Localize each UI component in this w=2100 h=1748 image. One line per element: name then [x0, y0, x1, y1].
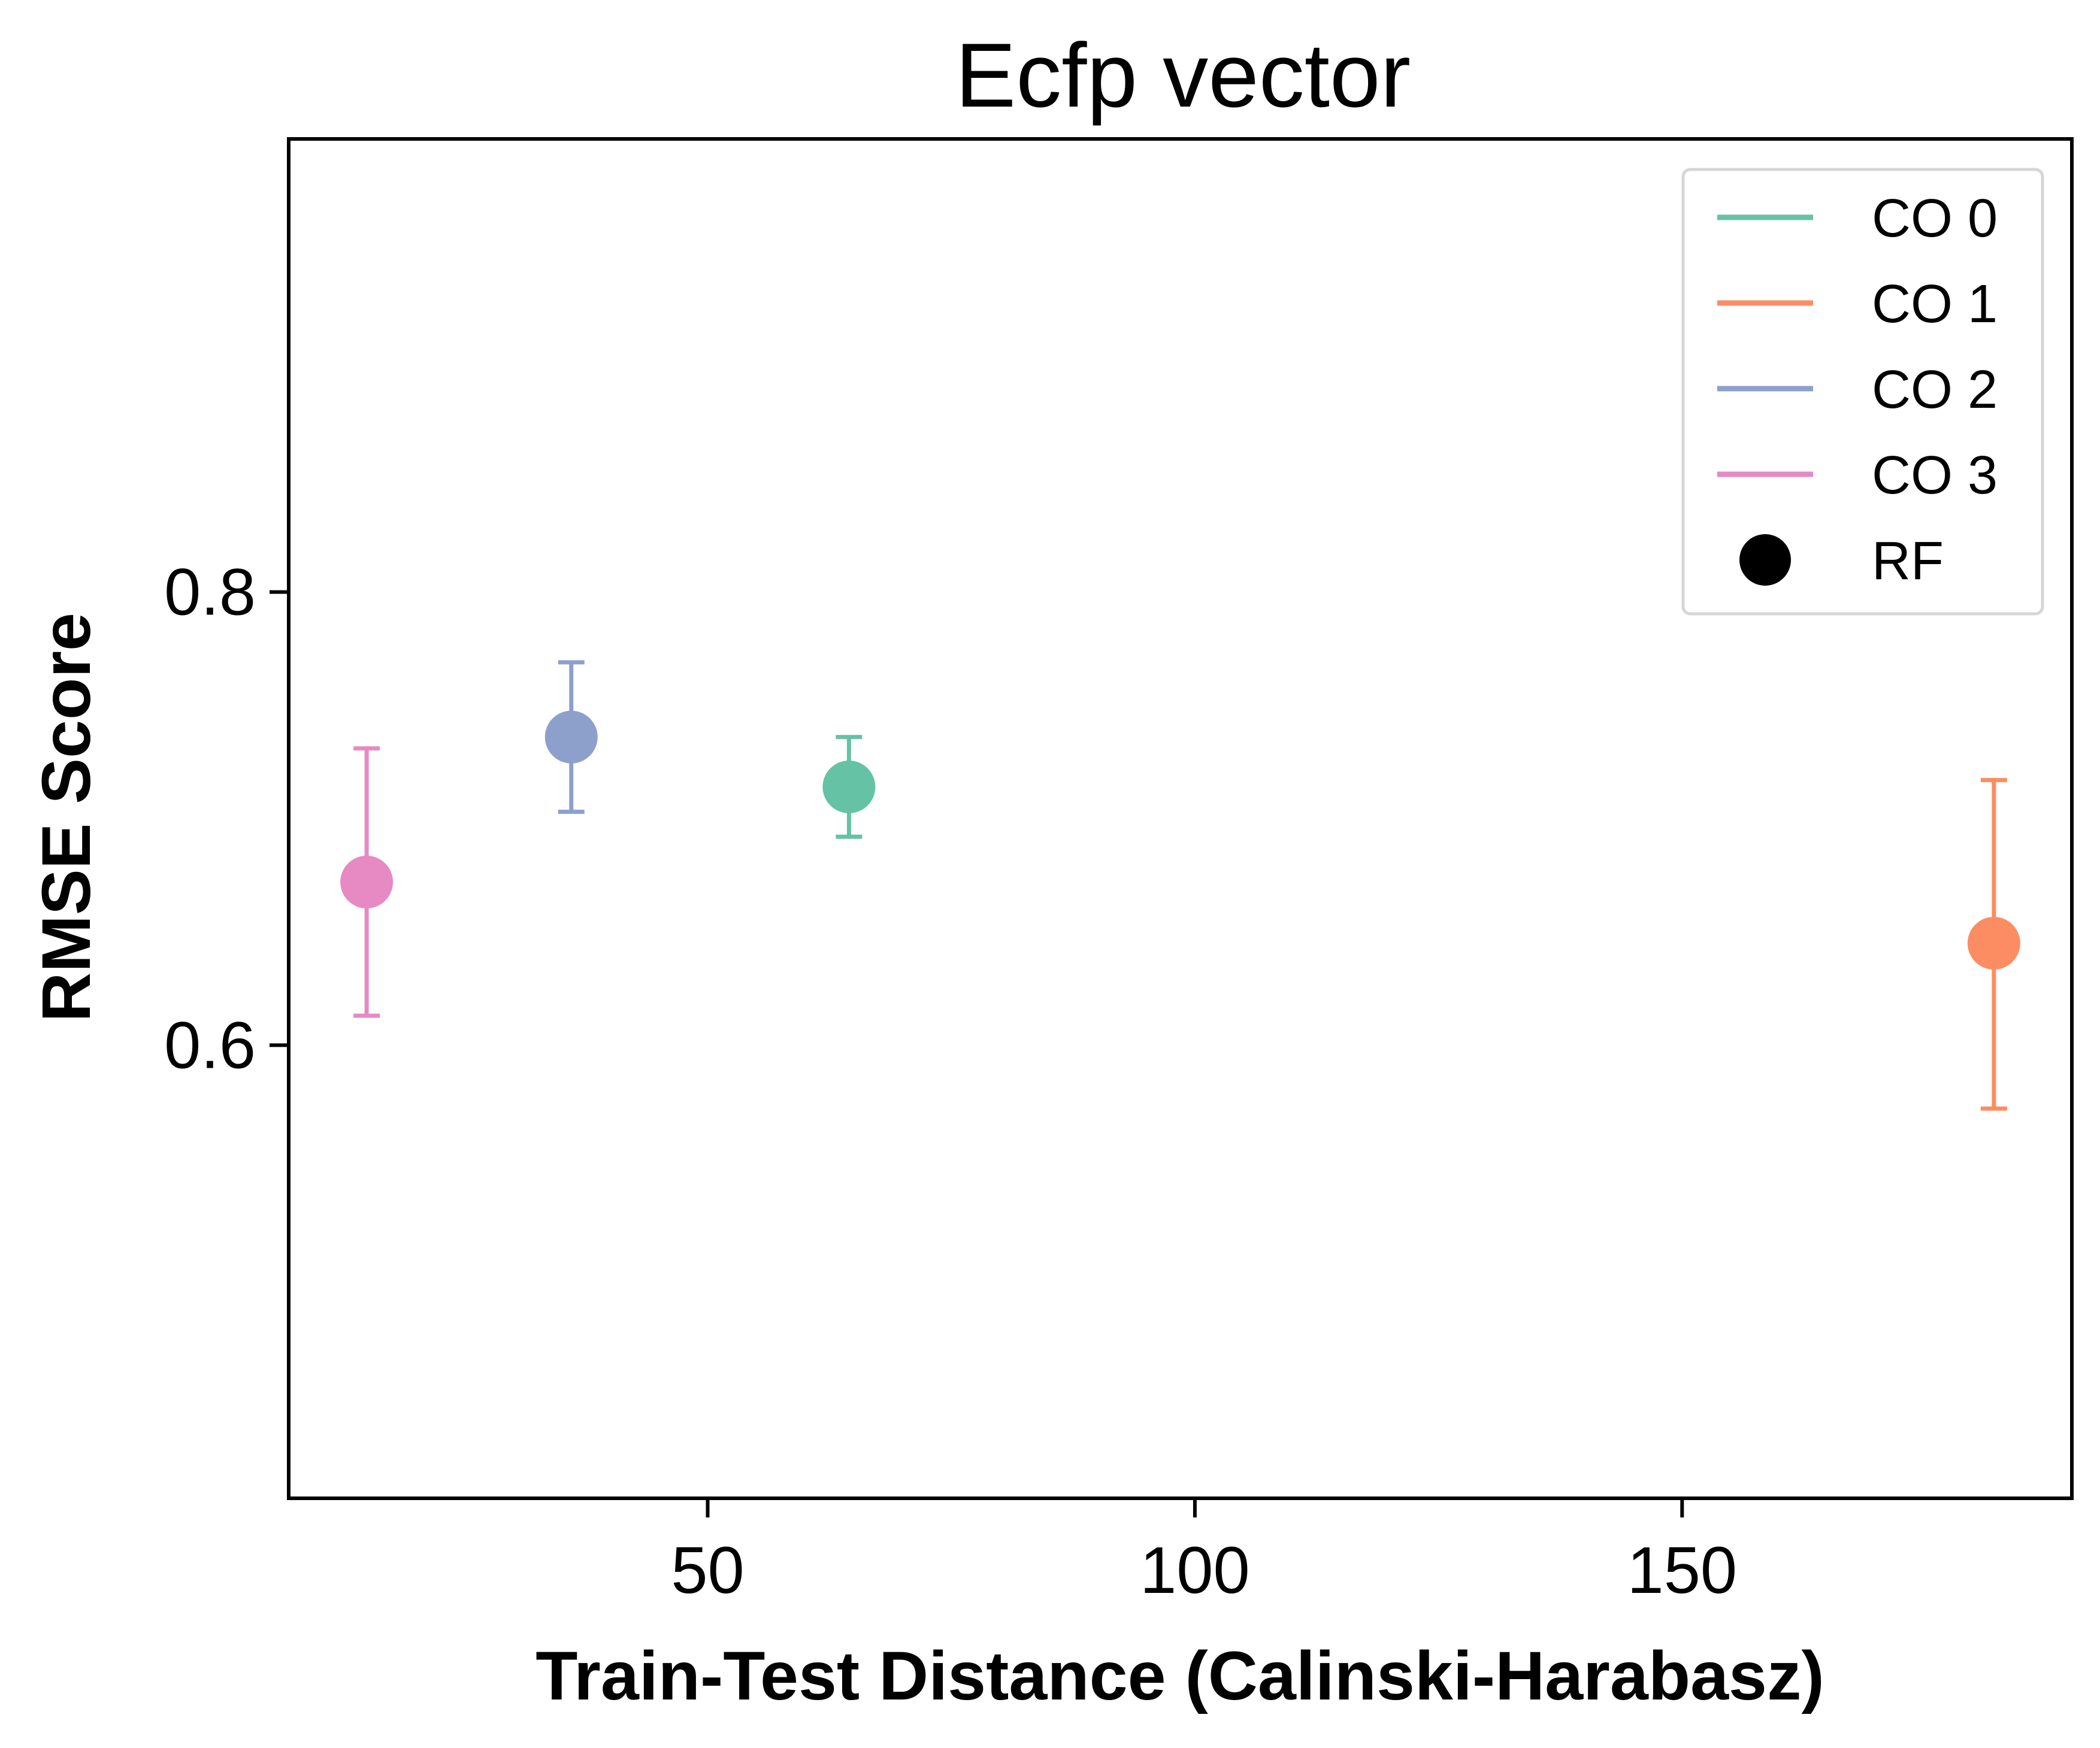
legend-item: CO 0: [1717, 189, 1998, 249]
data-point: [340, 855, 394, 908]
legend-label: RF: [1872, 531, 1944, 591]
chart-title: Ecfp vector: [955, 25, 1411, 126]
data-point: [822, 761, 876, 814]
legend-item: CO 3: [1717, 446, 1998, 505]
x-axis-title: Train-Test Distance (Calinski-Harabasz): [535, 1638, 1824, 1714]
data-point: [544, 710, 598, 764]
data-series: [822, 735, 876, 839]
legend-label: CO 3: [1872, 446, 1998, 505]
legend: CO 0 CO 1 CO 2 CO 3 RF: [1681, 168, 2044, 616]
data-point: [1967, 917, 2020, 970]
y-tick-label: 0.6: [164, 1008, 256, 1082]
legend-label: CO 1: [1872, 274, 1998, 334]
legend-item: RF: [1739, 531, 1944, 591]
y-axis-title: RMSE Score: [28, 613, 105, 1022]
legend-item: CO 2: [1717, 360, 1998, 420]
plot-area: [340, 660, 2020, 1111]
data-series: [340, 746, 394, 1018]
x-tick-label: 150: [1627, 1534, 1738, 1607]
legend-marker: [1739, 534, 1791, 586]
data-series: [544, 660, 598, 814]
legend-frame: [1681, 168, 2044, 616]
legend-label: CO 0: [1872, 189, 1998, 249]
data-series: [1967, 778, 2020, 1111]
plot-frame: [287, 137, 2074, 1500]
legend-item: CO 1: [1717, 274, 1998, 334]
axes: 50 100 150 0.6 0.8: [164, 556, 1737, 1607]
x-tick-label: 50: [671, 1534, 744, 1607]
legend-label: CO 2: [1872, 360, 1998, 420]
y-tick-label: 0.8: [164, 556, 256, 629]
x-tick-label: 100: [1140, 1534, 1250, 1607]
